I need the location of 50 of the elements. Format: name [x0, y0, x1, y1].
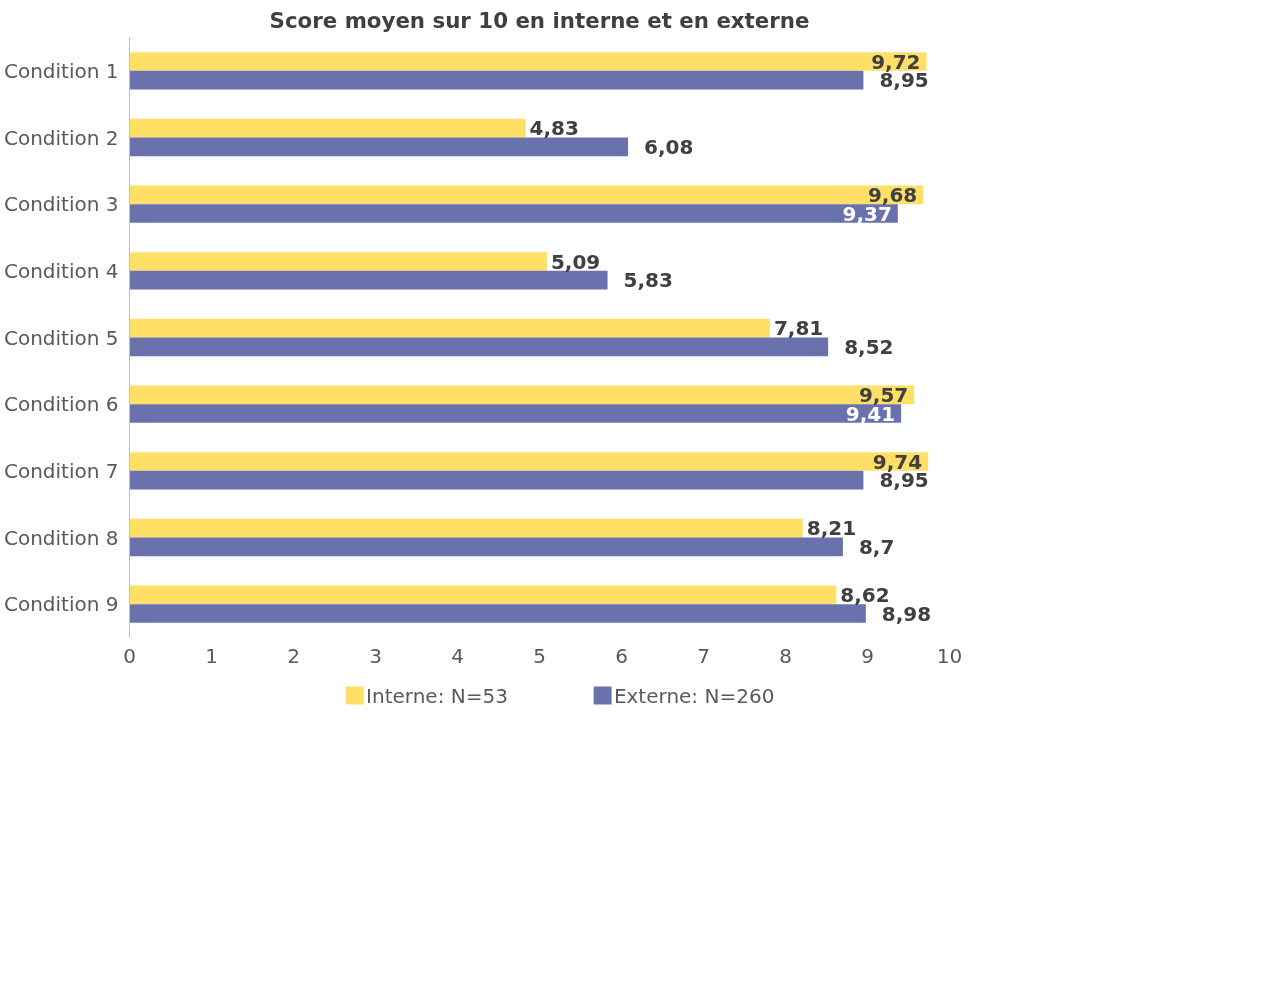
- x-tick-label: 7: [697, 643, 710, 668]
- bar: [129, 404, 902, 423]
- bar: [129, 604, 866, 623]
- bar: [129, 270, 608, 290]
- x-tick-label: 2: [287, 643, 300, 668]
- data-label: 8,7: [858, 534, 895, 559]
- data-label: 7,81: [773, 316, 824, 341]
- y-tick-label: Condition 6: [3, 392, 119, 417]
- bar: [129, 52, 927, 71]
- y-tick-label: Condition 1: [3, 58, 119, 83]
- y-tick-label: Condition 5: [3, 325, 119, 350]
- y-tick-label: Condition 8: [3, 525, 119, 550]
- bar: [129, 185, 924, 205]
- data-label: 9,74: [872, 449, 923, 474]
- x-tick-label: 6: [615, 643, 628, 668]
- bar: [129, 537, 843, 557]
- y-tick-label: Condition 9: [3, 592, 119, 617]
- y-tick-label: Condition 4: [3, 258, 119, 283]
- bar: [129, 318, 770, 338]
- data-label: 4,83: [529, 116, 579, 141]
- bar: [129, 385, 915, 405]
- data-label: 5,09: [550, 249, 601, 274]
- x-tick-label: 10: [936, 643, 963, 668]
- x-tick-label: 8: [779, 643, 792, 668]
- bar: [129, 118, 526, 138]
- x-tick-label: 5: [533, 643, 546, 668]
- y-tick-label: Condition 3: [3, 192, 119, 217]
- data-label: 8,21: [806, 516, 857, 541]
- legend-label: Interne: N=53: [366, 683, 508, 708]
- chart-title: Score moyen sur 10 en interne et en externe: [269, 7, 810, 33]
- x-tick-label: 4: [451, 643, 464, 668]
- bar: [129, 518, 803, 538]
- data-label: 6,08: [644, 134, 694, 159]
- y-tick-label: Condition 7: [3, 458, 119, 483]
- bar: [129, 585, 837, 605]
- x-tick-label: 3: [369, 643, 382, 668]
- bar: [129, 204, 898, 223]
- x-tick-label: 9: [861, 643, 874, 668]
- x-tick-label: 1: [205, 643, 218, 668]
- bar: [129, 252, 547, 271]
- legend-label: Externe: N=260: [613, 683, 775, 708]
- y-tick-label: Condition 2: [3, 125, 119, 150]
- data-label: 5,83: [623, 268, 673, 293]
- bar: [129, 137, 629, 157]
- bar: [129, 452, 929, 471]
- x-tick-label: 0: [123, 643, 136, 668]
- bar: [129, 70, 864, 90]
- bar: [129, 337, 829, 357]
- data-label: 8,52: [844, 334, 894, 359]
- bar: [129, 470, 864, 490]
